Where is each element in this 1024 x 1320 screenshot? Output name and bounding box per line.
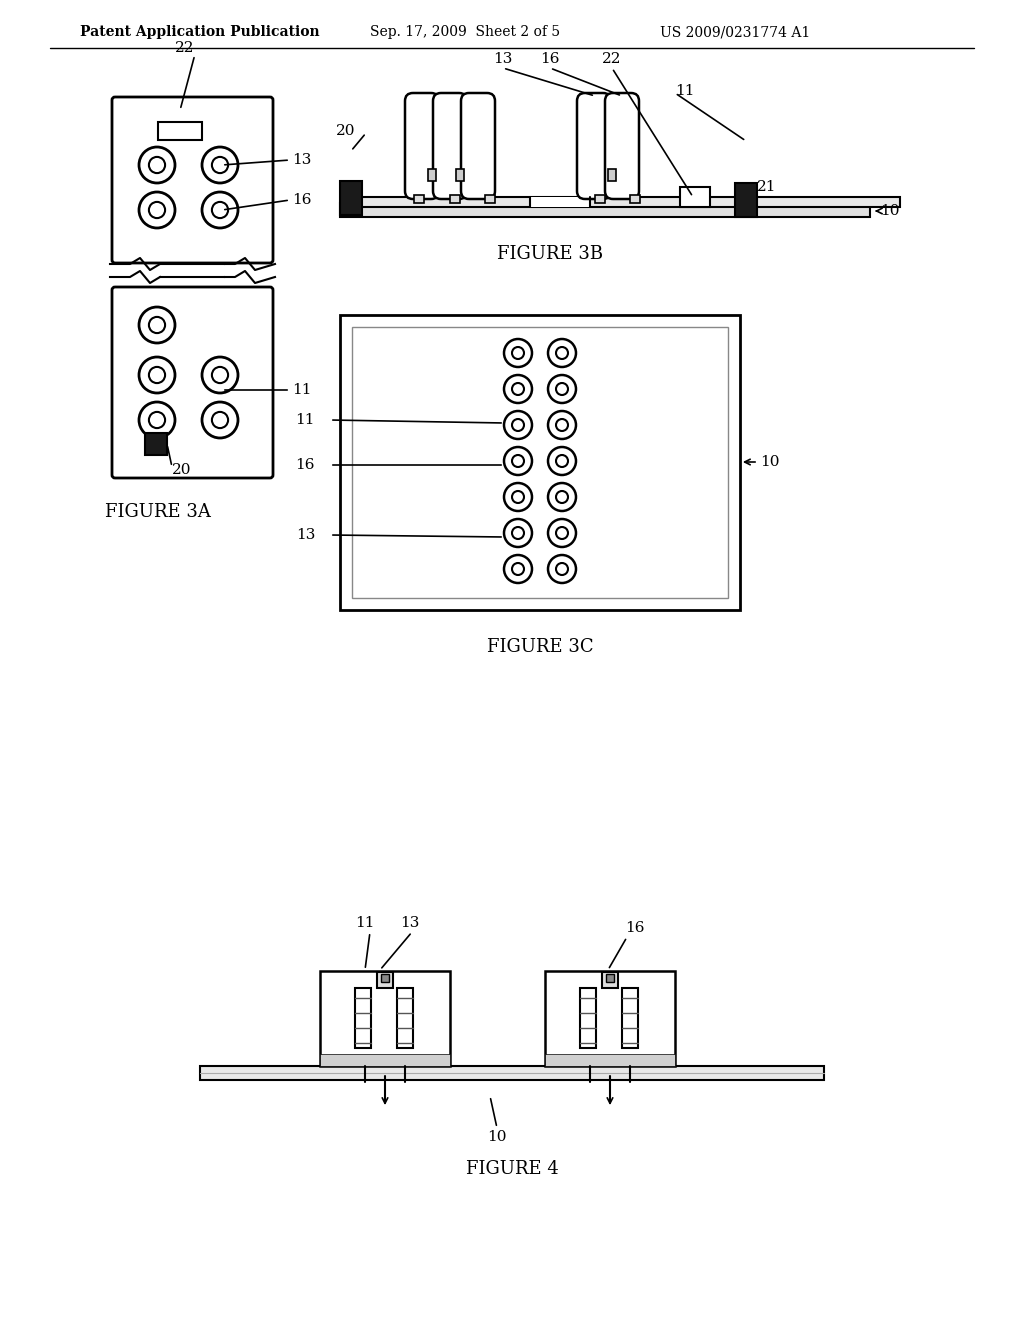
FancyBboxPatch shape [112,286,273,478]
Bar [428,169,436,181]
Bar [414,195,424,203]
Bar [355,987,371,1048]
Bar [622,987,638,1048]
Text: FIGURE 3C: FIGURE 3C [486,638,593,656]
Bar [352,327,728,598]
Text: 13: 13 [494,51,513,66]
Bar [735,183,757,216]
Text: 13: 13 [296,528,315,543]
FancyBboxPatch shape [605,92,639,199]
Text: FIGURE 3A: FIGURE 3A [105,503,211,521]
Text: 10: 10 [487,1130,507,1144]
FancyBboxPatch shape [433,92,467,199]
Text: 16: 16 [625,921,644,935]
Bar [340,203,870,216]
Text: 11: 11 [292,383,311,397]
Bar [580,987,596,1048]
Text: 13: 13 [292,153,311,168]
Bar [545,972,675,1067]
Text: 10: 10 [880,205,899,218]
Text: FIGURE 3B: FIGURE 3B [497,246,603,263]
Text: 16: 16 [296,458,315,473]
Text: 11: 11 [296,413,315,426]
Bar [595,195,605,203]
Bar [319,1053,450,1067]
Bar [450,195,460,203]
Bar [319,972,450,1067]
Text: 20: 20 [336,124,355,139]
Bar [340,315,740,610]
FancyBboxPatch shape [112,96,273,263]
Bar [630,195,640,203]
FancyBboxPatch shape [577,92,611,199]
Text: 20: 20 [172,463,191,477]
FancyBboxPatch shape [461,92,495,199]
Bar [397,987,413,1048]
Bar [606,974,614,982]
Bar [602,972,618,987]
Text: 22: 22 [175,41,195,55]
Bar [200,1067,824,1080]
Text: 10: 10 [760,455,779,469]
Bar [680,187,710,207]
Text: 13: 13 [400,916,420,931]
FancyBboxPatch shape [406,92,439,199]
Bar [345,197,900,207]
Bar [545,1053,675,1067]
Text: 21: 21 [757,180,776,194]
Bar [340,181,362,215]
Bar [456,169,464,181]
Bar [377,972,393,987]
Text: Sep. 17, 2009  Sheet 2 of 5: Sep. 17, 2009 Sheet 2 of 5 [370,25,560,40]
Text: 11: 11 [675,84,694,98]
Bar [608,169,616,181]
Bar [485,195,495,203]
Text: US 2009/0231774 A1: US 2009/0231774 A1 [660,25,810,40]
Bar [381,974,389,982]
Bar [145,433,167,455]
Bar [530,197,590,207]
Text: FIGURE 4: FIGURE 4 [466,1160,558,1177]
Text: 16: 16 [292,193,311,207]
Text: 16: 16 [541,51,560,66]
Text: 22: 22 [602,51,622,66]
Text: 11: 11 [355,916,375,931]
Text: Patent Application Publication: Patent Application Publication [80,25,319,40]
Bar [158,121,202,140]
